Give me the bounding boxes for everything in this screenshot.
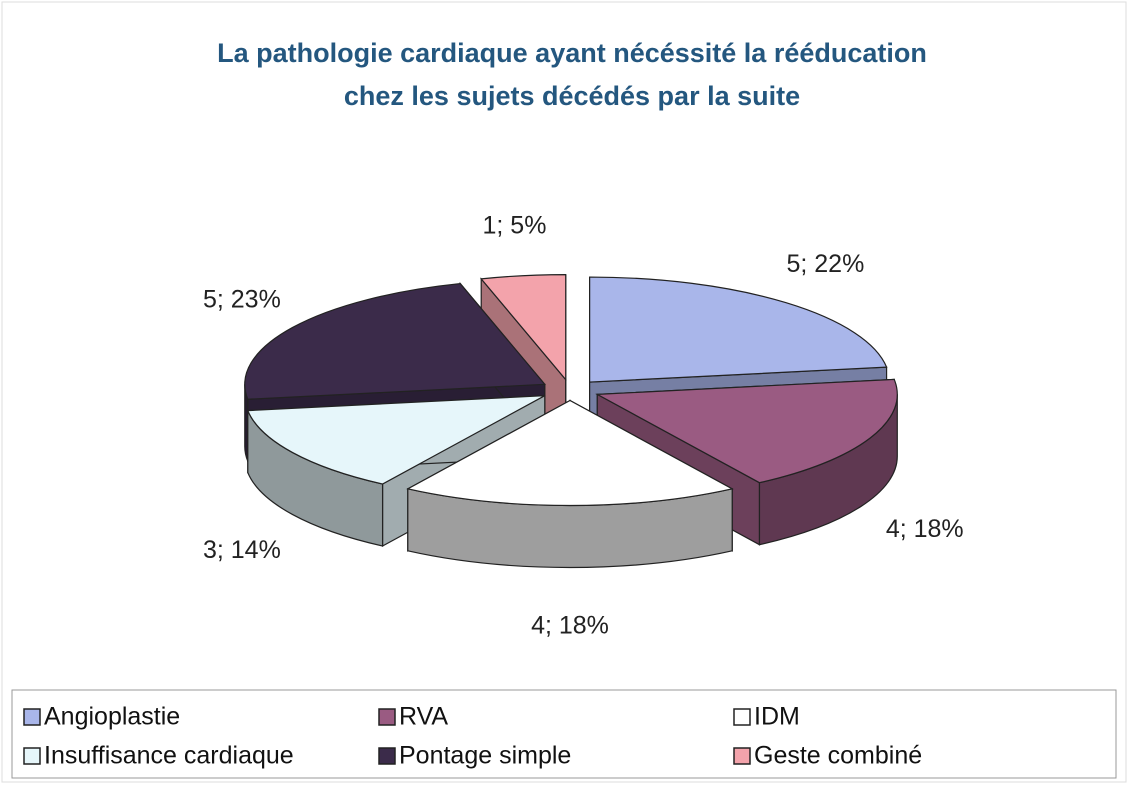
legend-label: Geste combiné [754,742,922,770]
legend-label: RVA [399,703,448,731]
pie-slice [406,399,734,569]
data-label: 4; 18% [531,612,609,640]
data-label: 3; 14% [203,536,281,564]
chart-title: chez les sujets décédés par la suite [344,81,800,111]
data-label: 4; 18% [886,515,964,543]
legend-box [11,689,1117,779]
data-label: 5; 23% [203,285,281,313]
chart-title: La pathologie cardiaque ayant nécéssité … [217,38,927,68]
legend-label: IDM [754,703,800,731]
legend-label: Pontage simple [399,742,571,770]
slice-top [589,276,888,383]
legend-swatch [733,747,751,765]
slice-top [246,395,546,485]
slice-top [595,378,898,484]
data-label: 5; 22% [786,250,864,278]
slice-top [406,399,734,507]
legend-swatch [378,708,396,726]
slice-top [480,274,567,382]
legend-label: Angioplastie [44,703,180,731]
data-label: 1; 5% [483,211,547,239]
legend-label: Insuffisance cardiaque [44,742,294,770]
legend-swatch [23,747,41,765]
legend-swatch [733,708,751,726]
legend-swatch [23,708,41,726]
slice-top [244,282,546,400]
legend-swatch [378,747,396,765]
